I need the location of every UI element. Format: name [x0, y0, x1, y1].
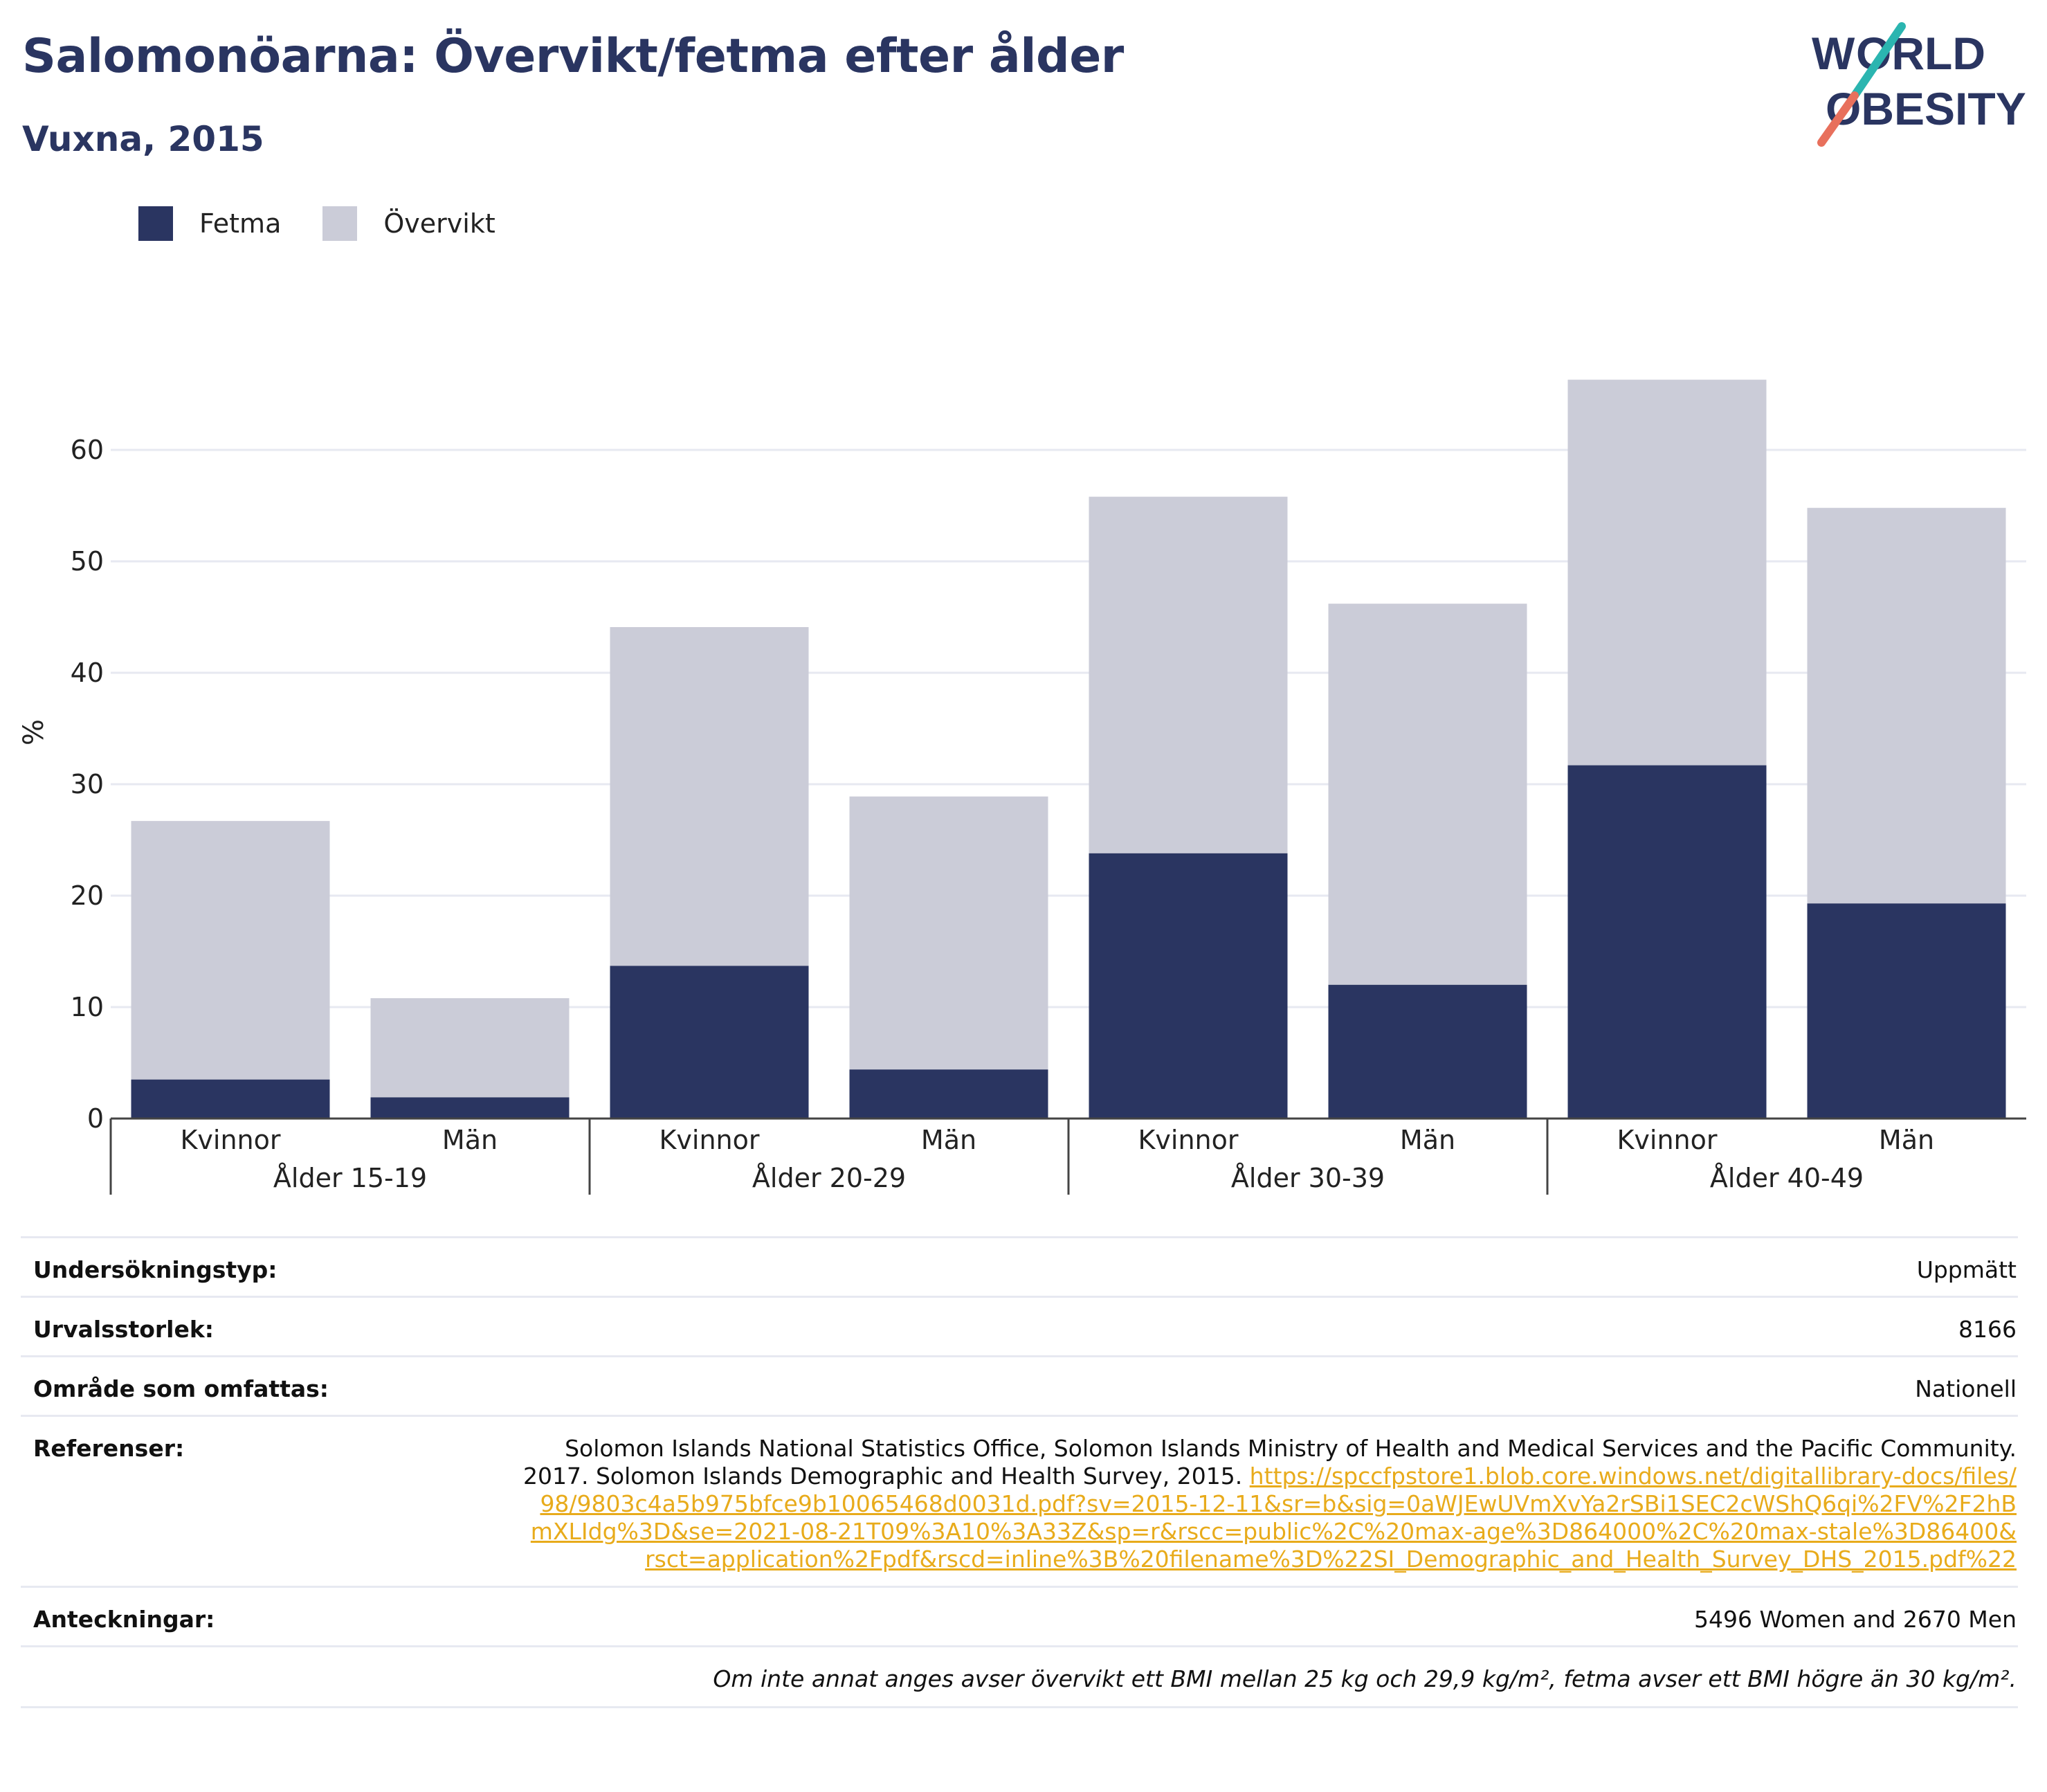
x-tick-label: Män — [1400, 1125, 1455, 1155]
bar-overvikt — [610, 626, 809, 966]
references-text: Solomon Islands National Statistics Offi… — [522, 1435, 2017, 1573]
legend-item-overvikt[interactable]: Övervikt — [322, 206, 495, 241]
x-group-label: Ålder 20-29 — [752, 1163, 906, 1193]
legend-item-fetma[interactable]: Fetma — [138, 206, 281, 241]
x-tick-label: Män — [442, 1125, 498, 1155]
chart-legend: Fetma Övervikt — [138, 206, 537, 241]
bar-fetma — [131, 1079, 330, 1119]
x-tick-label: Kvinnor — [659, 1125, 759, 1155]
footnote: Om inte annat anges avser övervikt ett B… — [21, 1645, 2018, 1708]
info-row-survey-type: Undersökningstyp: Uppmätt — [21, 1236, 2018, 1296]
info-label: Område som omfattas: — [33, 1375, 329, 1402]
bar-fetma — [1567, 765, 1767, 1119]
x-group-label: Ålder 40-49 — [1710, 1163, 1864, 1193]
x-tick-label: Män — [1879, 1125, 1934, 1155]
bar-overvikt — [370, 998, 570, 1098]
info-value: Nationell — [1915, 1375, 2017, 1402]
y-axis-label: % — [18, 719, 50, 745]
x-tick-label: Kvinnor — [1138, 1125, 1238, 1155]
page-subtitle: Vuxna, 2015 — [22, 119, 264, 159]
x-tick-label: Kvinnor — [180, 1125, 280, 1155]
bar-overvikt — [1328, 604, 1527, 985]
y-tick-label: 0 — [87, 1103, 104, 1134]
y-tick-label: 50 — [71, 546, 104, 577]
info-table: Undersökningstyp: Uppmätt Urvalsstorlek:… — [21, 1236, 2018, 1708]
info-label: Urvalsstorlek: — [33, 1316, 215, 1343]
info-row-references: Referenser: Solomon Islands National Sta… — [21, 1415, 2018, 1586]
y-tick-label: 30 — [71, 769, 104, 799]
references-citation: Solomon Islands National Statistics Offi… — [523, 1435, 2017, 1490]
bar-fetma — [1328, 984, 1527, 1119]
world-obesity-logo: W ORLD OBESITY — [1812, 22, 2026, 147]
legend-label-fetma: Fetma — [199, 208, 282, 239]
info-row-area: Område som omfattas: Nationell — [21, 1355, 2018, 1415]
bar-overvikt — [1807, 507, 2006, 904]
legend-swatch-fetma — [138, 206, 173, 241]
page-title: Salomonöarna: Övervikt/fetma efter ålder — [22, 29, 1124, 84]
info-value: Uppmätt — [1916, 1256, 2017, 1283]
x-group-label: Ålder 15-19 — [273, 1163, 427, 1193]
bar-overvikt — [1567, 379, 1767, 766]
bar-fetma — [849, 1069, 1048, 1119]
bar-fetma — [1089, 853, 1288, 1119]
bar-overvikt — [1089, 496, 1288, 853]
svg-text:W: W — [1812, 28, 1855, 79]
bar-fetma — [1807, 903, 2006, 1119]
info-row-notes: Anteckningar: 5496 Women and 2670 Men — [21, 1586, 2018, 1645]
info-value: 5496 Women and 2670 Men — [1694, 1606, 2017, 1633]
bar-overvikt — [849, 796, 1048, 1070]
info-value: 8166 — [1958, 1316, 2017, 1343]
references-link[interactable]: https://spccfpstore1.blob.core.windows.n… — [530, 1463, 2017, 1573]
bar-fetma — [370, 1097, 570, 1119]
y-tick-label: 20 — [71, 880, 104, 911]
legend-label-overvikt: Övervikt — [383, 208, 495, 239]
info-label: Anteckningar: — [33, 1606, 215, 1633]
info-label: Undersökningstyp: — [33, 1256, 278, 1283]
info-row-sample-size: Urvalsstorlek: 8166 — [21, 1296, 2018, 1355]
bar-chart: 0 10 20 30 40 50 60% Kvinnor Män Kvinnor Män Kvinno… — [18, 379, 2026, 1195]
y-tick-label: 60 — [71, 435, 104, 465]
bar-overvikt — [131, 821, 330, 1080]
x-tick-label: Män — [921, 1125, 976, 1155]
x-group-label: Ålder 30-39 — [1231, 1163, 1385, 1193]
x-tick-label: Kvinnor — [1617, 1125, 1717, 1155]
svg-text:ORLD: ORLD — [1856, 28, 1985, 79]
y-tick-label: 10 — [71, 992, 104, 1022]
legend-swatch-overvikt — [322, 206, 358, 241]
bar-fetma — [610, 966, 809, 1119]
info-label: Referenser: — [33, 1435, 185, 1462]
y-tick-label: 40 — [71, 658, 104, 688]
